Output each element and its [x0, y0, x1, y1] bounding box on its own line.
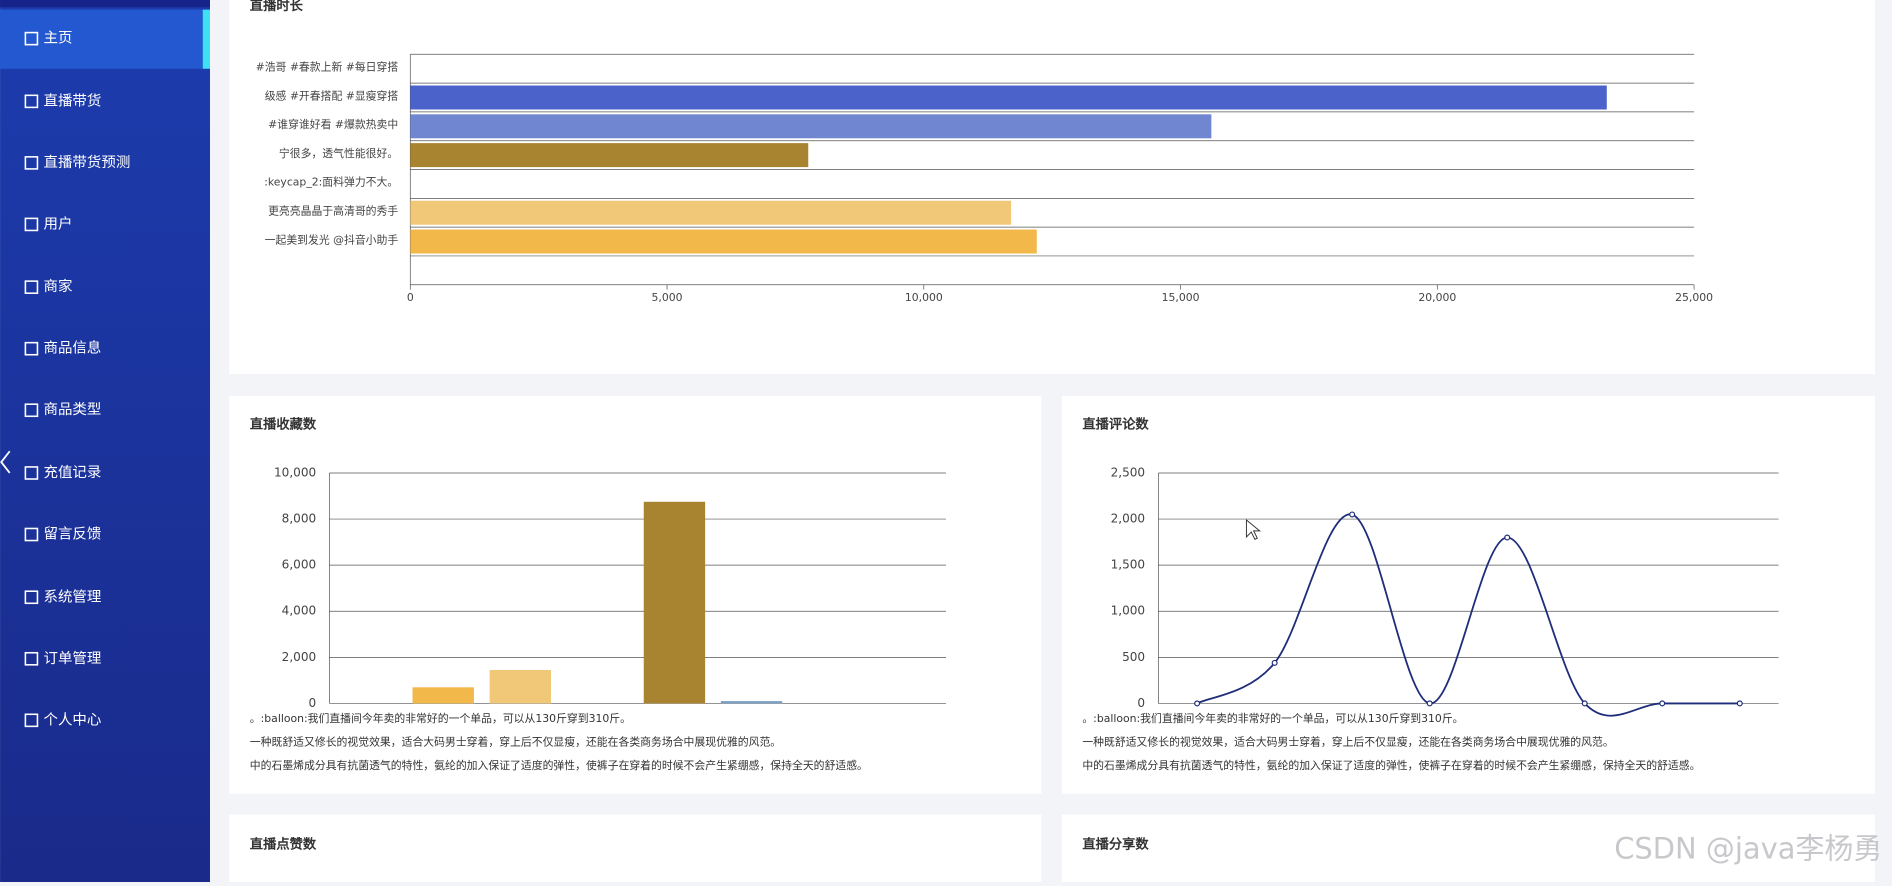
menu-item[interactable]: 商品类型 — [43, 401, 101, 418]
menu-item[interactable]: 主页 — [43, 30, 72, 47]
menu-item[interactable]: 系统管理 — [43, 588, 101, 605]
x-tick-label: 0 — [407, 291, 414, 304]
panel — [229, 814, 1042, 882]
x-tick-label: 5,000 — [652, 291, 683, 304]
y-tick-label: 2,000 — [1111, 512, 1146, 526]
note: 。:balloon:我们直播间今年卖的非常好的一个单品，可以从130斤穿到310… — [250, 711, 631, 725]
menu-icon — [24, 280, 39, 294]
sidebar-top — [0, 0, 210, 8]
y-tick-label: 10,000 — [274, 465, 316, 479]
y-tick-label: 1,500 — [1111, 558, 1146, 572]
note: 中的石墨烯成分具有抗菌透气的特性，氨纶的加入保证了适度的弹性，使裤子在穿着的时候… — [1082, 758, 1700, 772]
point — [1581, 700, 1588, 707]
x-tick-label: 10,000 — [905, 291, 943, 304]
y-tick-label: 500 — [1122, 650, 1145, 664]
menu-icon — [24, 466, 39, 480]
menu-item[interactable]: 充值记录 — [43, 464, 101, 481]
menu-icon — [24, 156, 39, 170]
chart-title: 直播分享数 — [1082, 836, 1149, 853]
menu-item[interactable]: 订单管理 — [43, 650, 101, 667]
sidebar — [0, 0, 210, 882]
menu-icon — [24, 403, 39, 418]
y-tick-label: 2,000 — [282, 650, 317, 664]
y-tick-label: 4,000 — [282, 604, 317, 618]
menu-item[interactable]: 留言反馈 — [43, 526, 101, 543]
menu-icon — [24, 713, 39, 728]
bar — [412, 687, 474, 704]
menu-icon — [24, 341, 39, 356]
point — [1736, 700, 1743, 707]
point — [1194, 700, 1201, 707]
bar — [410, 143, 809, 168]
bar — [410, 200, 1012, 225]
y-tick-label: #谁穿谁好看 #爆款热卖中 — [268, 117, 398, 131]
x-tick-label: 20,000 — [1418, 291, 1456, 304]
menu-item[interactable]: 直播带货 — [43, 92, 101, 109]
menu-icon — [24, 94, 39, 109]
y-tick-label: 2,500 — [1111, 465, 1146, 479]
y-tick-label: 级感 #开春搭配 #显瘦穿搭 — [265, 88, 399, 102]
active-marker — [202, 9, 210, 69]
panel — [1061, 814, 1876, 882]
menu-item[interactable]: 商家 — [43, 278, 72, 295]
panel — [229, 395, 1042, 794]
bar — [410, 114, 1212, 139]
collapse-arrow[interactable] — [0, 450, 11, 474]
note: 一种既舒适又修长的视觉效果，适合大码男士穿着，穿上后不仅显瘦，还能在各类商务场合… — [250, 735, 781, 749]
menu-icon — [24, 651, 39, 666]
y-tick-label: 更亮亮晶晶于高清哥的秀手 — [268, 204, 398, 218]
cursor — [1245, 519, 1262, 540]
y-tick-label: 1,000 — [1111, 604, 1146, 618]
bar — [720, 701, 783, 704]
point — [1426, 700, 1433, 707]
x-tick-label: 15,000 — [1162, 291, 1200, 304]
menu-icon — [24, 527, 39, 542]
bar — [643, 501, 706, 704]
chart-title: 直播点赞数 — [250, 836, 317, 853]
chart-title: 直播收藏数 — [250, 416, 317, 433]
active-item — [0, 9, 203, 69]
watermark: CSDN @java李杨勇 — [1614, 832, 1882, 866]
bar — [410, 85, 1607, 110]
line — [1196, 513, 1740, 717]
menu-icon — [24, 217, 39, 232]
note: 。:balloon:我们直播间今年卖的非常好的一个单品，可以从130斤穿到310… — [1082, 711, 1463, 725]
point — [1504, 534, 1511, 541]
menu-item[interactable]: 个人中心 — [43, 711, 101, 728]
y-tick-label: 0 — [1137, 696, 1145, 710]
panel — [1061, 395, 1876, 794]
note: 中的石墨烯成分具有抗菌透气的特性，氨纶的加入保证了适度的弹性，使裤子在穿着的时候… — [250, 758, 868, 772]
chart-title: 直播评论数 — [1082, 416, 1149, 433]
menu-item[interactable]: 直播带货预测 — [43, 154, 130, 171]
y-tick-label: 6,000 — [282, 558, 317, 572]
menu-item[interactable]: 商品信息 — [43, 340, 101, 357]
point — [1271, 659, 1278, 666]
bar — [410, 229, 1037, 254]
chart-title: 直播时长 — [250, 0, 304, 14]
menu-item[interactable]: 用户 — [43, 215, 72, 232]
menu-icon — [24, 31, 39, 46]
y-tick-label: 宁很多，透气性能很好。 — [279, 146, 398, 160]
panel — [229, 0, 1876, 375]
y-tick-label: :keycap_2:面料弹力不大。 — [264, 175, 398, 189]
point — [1659, 700, 1666, 707]
x-tick-label: 25,000 — [1675, 291, 1713, 304]
y-tick-label: 一起美到发光 @抖音小助手 — [265, 232, 399, 246]
y-tick-label: 8,000 — [282, 512, 317, 526]
y-tick-label: #浩哥 #春款上新 #每日穿搭 — [256, 59, 399, 73]
bar — [489, 670, 552, 704]
menu-icon — [24, 590, 39, 605]
point — [1349, 511, 1356, 518]
note: 一种既舒适又修长的视觉效果，适合大码男士穿着，穿上后不仅显瘦，还能在各类商务场合… — [1082, 735, 1613, 749]
y-tick-label: 0 — [309, 696, 317, 710]
